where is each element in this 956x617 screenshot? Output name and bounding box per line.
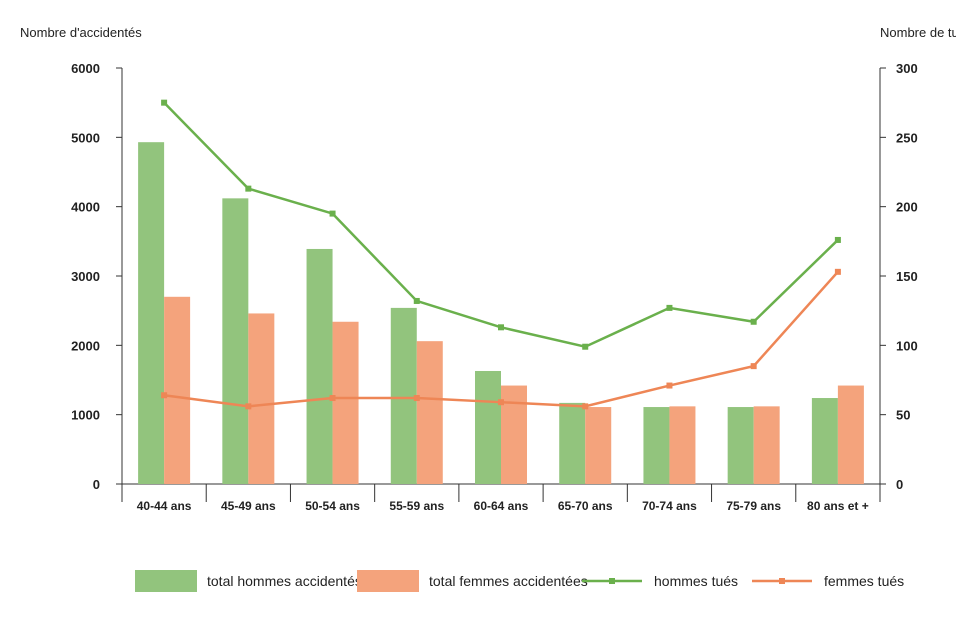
y-right-tick-label: 50: [896, 408, 910, 423]
y-left-tick-label: 0: [93, 477, 100, 492]
line-point: [413, 297, 420, 304]
line-point: [329, 395, 336, 402]
line-point: [245, 403, 252, 410]
line-point: [750, 363, 757, 370]
bar-hommes: [222, 198, 249, 484]
x-tick-label: 45-49 ans: [221, 499, 276, 513]
y-right-tick-label: 200: [896, 200, 918, 215]
bar-hommes: [643, 407, 670, 484]
lines: [161, 99, 841, 410]
y-right-tick-label: 300: [896, 61, 918, 76]
line-hommes-tues: [163, 101, 839, 349]
legend-marker: [609, 578, 615, 584]
y-right-tick-label: 100: [896, 338, 918, 353]
line-point: [582, 343, 589, 350]
y-left-tick-label: 2000: [71, 338, 100, 353]
line-point: [498, 399, 504, 406]
line-point: [161, 392, 168, 399]
bar-femmes: [332, 321, 359, 484]
bar-hommes: [306, 248, 333, 484]
bar-femmes: [501, 385, 527, 484]
line-point: [750, 318, 757, 325]
legend-swatch: [135, 570, 197, 592]
legend-marker: [779, 578, 785, 584]
bar-femmes: [164, 296, 191, 484]
bars: [138, 142, 864, 485]
line-point: [834, 236, 841, 243]
bar-hommes: [727, 407, 754, 484]
x-tick-label: 80 ans et +: [807, 499, 869, 513]
bar-femmes: [248, 313, 275, 484]
legend-label: total femmes accidentées: [429, 573, 588, 589]
x-tick-label: 75-79 ans: [726, 499, 781, 513]
y-right-tick-label: 150: [896, 269, 918, 284]
line-point: [245, 185, 252, 192]
line-point: [666, 382, 673, 389]
bar-hommes: [475, 370, 501, 484]
y-axis-left-label: Nombre d'accidentés: [20, 25, 142, 40]
x-tick-labels: 40-44 ans 45-49 ans 50-54 ans 55-59 ans 60-6…: [137, 499, 869, 513]
bar-femmes: [753, 406, 780, 484]
line-point: [329, 210, 336, 217]
bar-femmes: [416, 341, 443, 484]
line-point: [498, 324, 504, 331]
line-point: [161, 99, 168, 106]
y-left-tick-label: 3000: [71, 269, 100, 284]
line-point: [834, 268, 841, 275]
bar-hommes: [138, 142, 165, 485]
line-point: [582, 403, 589, 410]
legend: total hommes accidentés total femmes acci…: [135, 570, 904, 592]
y-right-tick-label: 0: [896, 477, 903, 492]
y-left-tick-label: 4000: [71, 200, 100, 215]
bar-femmes: [669, 406, 696, 484]
y-right-tick-label: 250: [896, 130, 918, 145]
bar-hommes: [559, 402, 586, 484]
legend-label: total hommes accidentés: [207, 573, 362, 589]
legend-swatch: [357, 570, 419, 592]
y-left-tick-label: 6000: [71, 61, 100, 76]
line-point: [666, 304, 673, 311]
y-axis-right-label: Nombre de tués: [880, 25, 956, 40]
x-tick-label: 65-70 ans: [558, 499, 613, 513]
bar-hommes: [390, 307, 417, 484]
bar-hommes: [811, 398, 838, 484]
x-tick-label: 70-74 ans: [642, 499, 697, 513]
legend-label: femmes tués: [824, 573, 904, 589]
bar-femmes: [837, 385, 864, 484]
x-tick-label: 40-44 ans: [137, 499, 192, 513]
x-tick-label: 55-59 ans: [389, 499, 444, 513]
x-tick-label: 60-64 ans: [474, 499, 529, 513]
x-tick-label: 50-54 ans: [305, 499, 360, 513]
y-left-tick-label: 5000: [71, 130, 100, 145]
line-point: [413, 395, 420, 402]
legend-label: hommes tués: [654, 573, 738, 589]
y-left-tick-label: 1000: [71, 408, 100, 423]
bar-femmes: [585, 407, 612, 484]
